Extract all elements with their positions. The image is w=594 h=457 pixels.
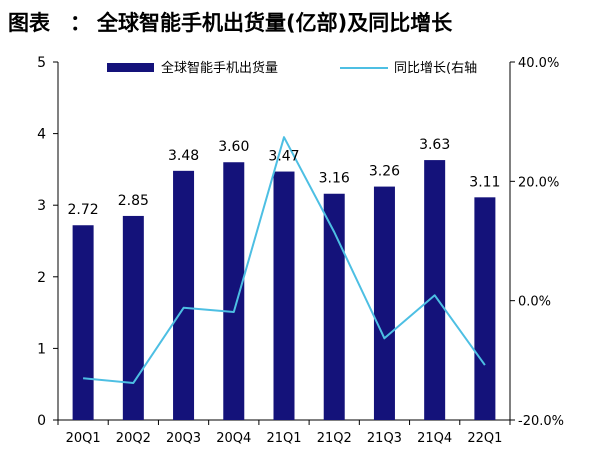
legend: 全球智能手机出货量 同比增长(右轴 <box>107 60 477 76</box>
bar-value-label: 3.47 <box>268 149 299 165</box>
x-axis-tick-label: 21Q3 <box>367 431 402 446</box>
bar <box>72 225 94 420</box>
x-axis-tick-label: 20Q3 <box>166 431 201 446</box>
left-axis-tick-label: 5 <box>37 55 46 71</box>
header: 图表 ： 全球智能手机出货量(亿部)及同比增长 <box>8 11 453 35</box>
bar-value-label: 2.85 <box>118 193 149 209</box>
bar <box>424 160 446 421</box>
left-axis-tick-label: 4 <box>37 127 46 143</box>
bar-value-label: 3.11 <box>469 174 500 190</box>
x-axis-tick-label: 21Q4 <box>417 431 452 446</box>
figure-colon: ： <box>70 11 91 35</box>
bar <box>273 171 295 420</box>
data-labels: 2.72 2.85 3.48 3.60 3.47 3.16 3.26 3.63 3.11 <box>68 137 501 218</box>
bar <box>122 215 144 420</box>
x-axis-tick-label: 20Q4 <box>216 431 251 446</box>
right-axis-tick-label: 40.0% <box>518 56 559 71</box>
x-axis-tick-label: 22Q1 <box>467 431 502 446</box>
bar <box>173 170 195 420</box>
right-axis-tick-label: -20.0% <box>518 414 564 429</box>
bar-value-label: 3.48 <box>168 148 199 164</box>
right-axis-tick-label: 0.0% <box>518 295 551 310</box>
right-axis-tick-label: 20.0% <box>518 175 559 190</box>
left-axis-tick-label: 2 <box>37 270 46 286</box>
bar <box>223 162 245 421</box>
bar-value-label: 3.63 <box>419 137 450 153</box>
line-series <box>83 136 486 384</box>
x-axis-tick-label: 21Q1 <box>266 431 301 446</box>
x-axis-tick-label: 20Q2 <box>116 431 151 446</box>
left-axis-tick-label: 1 <box>37 341 46 357</box>
figure-label: 图表 <box>8 11 51 35</box>
bar-series <box>72 160 496 421</box>
bar <box>323 193 345 420</box>
legend-bar-label: 全球智能手机出货量 <box>161 60 278 76</box>
left-axis-tick-label: 0 <box>37 413 46 429</box>
bar-value-label: 3.60 <box>218 139 249 155</box>
bar <box>373 186 395 420</box>
legend-bar-swatch <box>107 63 154 72</box>
x-axis-tick-label: 21Q2 <box>317 431 352 446</box>
chart-title: 全球智能手机出货量(亿部)及同比增长 <box>96 11 453 35</box>
bar-value-label: 2.72 <box>68 202 99 218</box>
left-axis-tick-label: 3 <box>37 198 46 214</box>
bar-value-label: 3.16 <box>319 171 350 187</box>
x-axis-tick-label: 20Q1 <box>66 431 101 446</box>
legend-line-label: 同比增长(右轴 <box>394 61 477 76</box>
bar <box>474 197 496 420</box>
bar-value-label: 3.26 <box>369 164 400 180</box>
axes: 0 1 2 3 4 5 -20.0% 0.0% 20.0% 40.0% 20Q1 20Q2 20Q3 20… <box>37 55 564 446</box>
